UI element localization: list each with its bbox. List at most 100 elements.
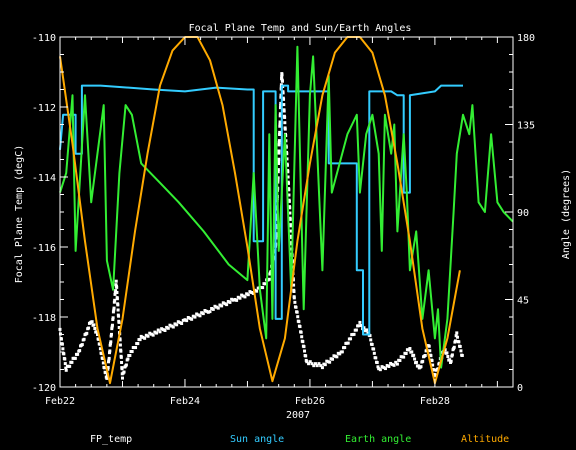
data-point bbox=[304, 354, 308, 358]
data-point bbox=[452, 345, 456, 349]
data-point bbox=[380, 365, 384, 369]
series-sun-angle-line bbox=[59, 84, 463, 336]
data-point bbox=[250, 291, 254, 294]
data-point bbox=[97, 337, 101, 341]
data-point bbox=[282, 109, 286, 113]
data-point bbox=[245, 292, 249, 296]
data-point bbox=[277, 151, 281, 155]
data-point bbox=[112, 308, 116, 312]
data-point bbox=[115, 291, 119, 294]
data-point bbox=[297, 320, 301, 324]
data-point bbox=[111, 310, 115, 314]
data-point bbox=[410, 350, 414, 354]
data-point bbox=[292, 289, 296, 293]
data-point bbox=[191, 314, 195, 318]
data-point bbox=[73, 356, 77, 360]
y-right-tick-label: 135 bbox=[517, 121, 535, 132]
data-point bbox=[113, 291, 117, 294]
series-layer bbox=[58, 36, 514, 385]
data-point bbox=[241, 294, 245, 298]
data-point bbox=[210, 307, 214, 310]
data-point bbox=[117, 314, 121, 318]
data-point bbox=[408, 347, 412, 350]
data-point bbox=[115, 297, 119, 301]
series-fp-temp bbox=[58, 72, 464, 380]
data-point bbox=[181, 318, 185, 322]
data-point bbox=[82, 337, 86, 341]
data-point bbox=[117, 320, 121, 324]
data-point bbox=[349, 337, 353, 341]
data-point bbox=[143, 336, 147, 340]
data-point bbox=[126, 357, 130, 361]
data-point bbox=[423, 354, 427, 358]
y-axis-left-label: Focal Plane Temp (degC) bbox=[14, 145, 25, 283]
data-point bbox=[352, 332, 356, 336]
data-point bbox=[107, 360, 111, 364]
data-point bbox=[146, 334, 150, 338]
data-point bbox=[335, 355, 339, 359]
data-point bbox=[282, 97, 286, 101]
data-point bbox=[285, 163, 289, 167]
data-point bbox=[375, 361, 379, 365]
data-point bbox=[301, 340, 305, 344]
data-point bbox=[412, 353, 416, 357]
data-point bbox=[231, 298, 235, 302]
data-point bbox=[431, 363, 435, 367]
y-left-tick-label: -110 bbox=[32, 33, 56, 44]
data-point bbox=[119, 355, 123, 359]
data-point bbox=[319, 364, 323, 368]
legend-fp-temp: FP_temp bbox=[90, 434, 133, 445]
data-point bbox=[105, 376, 109, 380]
data-point bbox=[292, 296, 296, 300]
data-point bbox=[116, 303, 120, 307]
data-point bbox=[370, 342, 374, 346]
data-point bbox=[390, 362, 394, 366]
data-point bbox=[218, 303, 222, 307]
chart-title: Focal Plane Temp and Sun/Earth Angles bbox=[189, 23, 412, 34]
data-point bbox=[280, 73, 284, 77]
data-point bbox=[354, 328, 358, 332]
data-point bbox=[280, 79, 284, 83]
y-left-tick-label: -114 bbox=[32, 173, 56, 184]
data-point bbox=[106, 366, 110, 370]
data-point bbox=[340, 350, 344, 354]
x-tick-label: Feb22 bbox=[45, 396, 75, 407]
data-point bbox=[80, 343, 84, 347]
data-point bbox=[190, 317, 194, 321]
data-point bbox=[110, 325, 114, 329]
data-point bbox=[215, 305, 219, 309]
data-point bbox=[220, 304, 224, 308]
data-point bbox=[112, 306, 116, 310]
data-point bbox=[288, 206, 292, 210]
data-point bbox=[328, 360, 332, 364]
data-point bbox=[170, 324, 174, 328]
data-point bbox=[414, 360, 418, 364]
data-point bbox=[106, 367, 110, 371]
data-point bbox=[419, 365, 423, 369]
x-tick-label: Feb28 bbox=[420, 396, 450, 407]
data-point bbox=[156, 328, 160, 332]
data-point bbox=[201, 312, 205, 316]
data-point bbox=[387, 364, 391, 368]
y-axis-right-label: Angle (degrees) bbox=[561, 169, 572, 259]
data-point bbox=[458, 345, 462, 349]
data-point bbox=[382, 366, 386, 370]
data-point bbox=[427, 344, 431, 348]
data-point bbox=[338, 352, 342, 356]
data-point bbox=[402, 355, 406, 359]
data-point bbox=[139, 334, 143, 338]
data-point bbox=[223, 302, 227, 306]
data-point bbox=[296, 315, 300, 319]
data-point bbox=[193, 315, 197, 319]
data-point bbox=[308, 360, 312, 364]
data-point bbox=[313, 362, 317, 366]
data-point bbox=[288, 211, 292, 215]
data-point bbox=[196, 313, 200, 317]
data-point bbox=[429, 354, 433, 358]
data-point bbox=[180, 322, 184, 325]
data-point bbox=[141, 335, 145, 339]
data-point bbox=[289, 235, 293, 239]
data-point bbox=[455, 335, 459, 339]
data-point bbox=[261, 286, 265, 290]
data-point bbox=[446, 355, 450, 358]
